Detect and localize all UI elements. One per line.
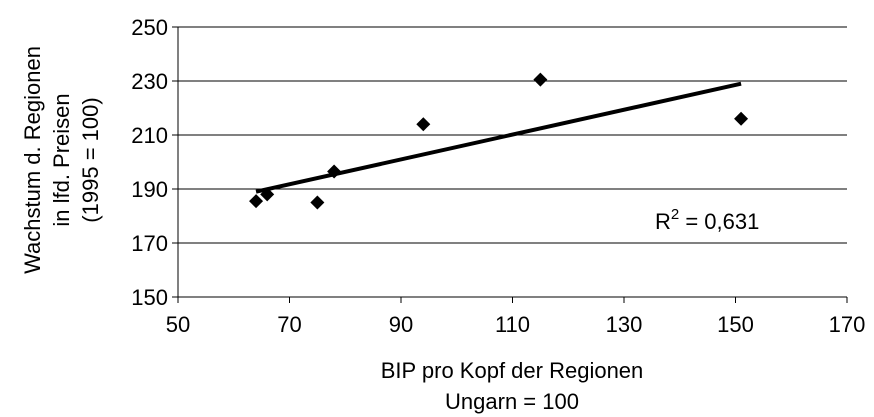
x-tick-label: 130 [606,312,643,337]
data-point-2 [310,195,325,210]
r-squared-base: R [655,209,671,234]
y-tick-label: 170 [131,231,168,256]
r-squared-superscript: 2 [671,206,679,223]
data-point-1 [260,187,275,202]
r-squared-annotation: R2 = 0,631 [655,206,759,234]
x-axis-label-line-1: BIP pro Kopf der Regionen [381,358,644,383]
y-tick-label: 250 [131,15,168,40]
data-point-6 [734,111,749,126]
y-tick-label: 190 [131,177,168,202]
data-point-3 [327,164,342,179]
y-tick-label: 230 [131,69,168,94]
x-tick-labels: 50 70 90 110 130 150 170 [166,312,866,337]
x-tick-label: 170 [829,312,866,337]
x-tick-label: 50 [166,312,190,337]
x-tick-label: 150 [717,312,754,337]
x-tick-label: 110 [495,312,530,337]
x-tick-label: 90 [389,312,413,337]
data-point-4 [416,117,431,132]
x-axis-label-line-2: Ungarn = 100 [445,389,579,414]
y-axis-label-line-3: (1995 = 100) [78,97,103,222]
trendline-group [255,81,742,194]
r-squared-value: = 0,631 [679,209,759,234]
x-tick-label: 70 [277,312,301,337]
data-point-5 [533,72,548,87]
y-tick-label: 150 [131,285,168,310]
data-point-0 [249,194,264,209]
y-axis-label-line-1: Wachstum d. Regionen [20,46,45,274]
y-tick-labels: 150 170 190 210 230 250 [131,15,168,310]
data-points [249,72,749,210]
y-axis-label-line-2: in lfd. Preisen [49,93,74,226]
axes [172,26,848,303]
y-tick-label: 210 [131,123,168,148]
trendline [255,81,742,194]
